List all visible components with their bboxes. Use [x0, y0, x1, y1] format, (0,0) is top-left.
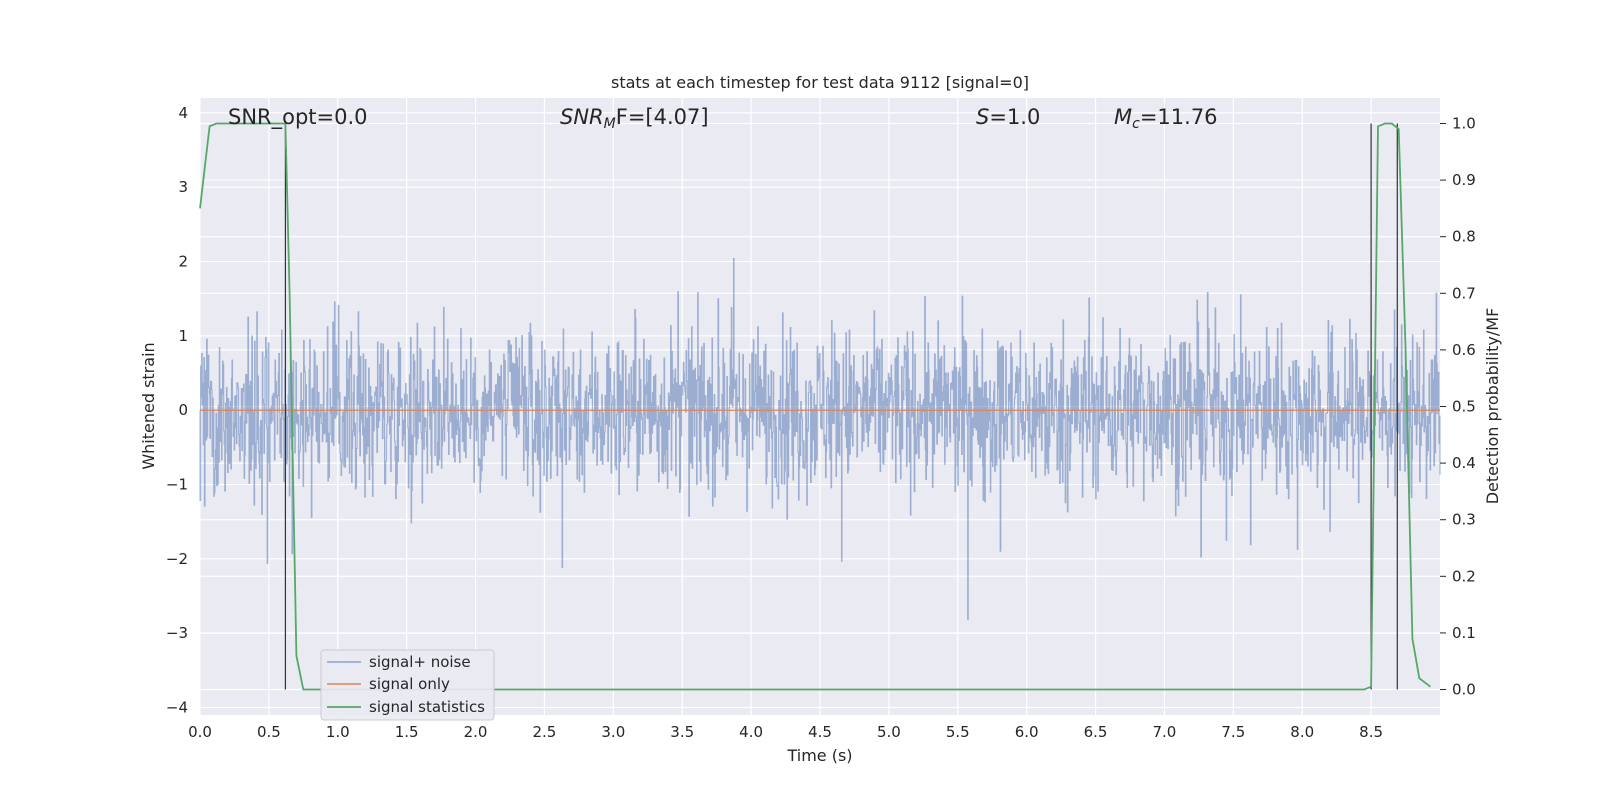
annotation-mc-subscript: c: [1132, 116, 1140, 132]
y-tick-label-8: 4: [178, 104, 188, 122]
annotation-snr-mf-symbol: SNR: [560, 105, 604, 129]
legend-label-signal-statistics: signal statistics: [369, 698, 485, 716]
legend: signal+ noise signal only signal statist…: [320, 649, 495, 721]
x-tick-label-12: 6.0: [1015, 723, 1039, 741]
y-tick-label-5: 1: [178, 327, 188, 345]
y-tick-label-0: −4: [166, 699, 188, 717]
y-tick-label-1: −3: [166, 624, 188, 642]
x-tick-label-10: 5.0: [877, 723, 901, 741]
y-tick-label-6: 2: [178, 253, 188, 271]
x-tick-label-15: 7.5: [1221, 723, 1245, 741]
x-tick-label-2: 1.0: [326, 723, 350, 741]
legend-box: [320, 649, 495, 721]
x-tick-label-11: 5.5: [946, 723, 970, 741]
annotation-snr-mf-value: F=[4.07]: [616, 105, 709, 129]
y2-tick-label-4: 0.4: [1452, 454, 1476, 472]
annotation-snr-mf: SNRMF=[4.07]: [560, 105, 709, 132]
annotation-s-value: =1.0: [989, 105, 1040, 129]
y-tick-label-7: 3: [178, 178, 188, 196]
annotation-s-symbol: S: [976, 105, 989, 129]
series-signal-statistics: [199, 122, 1431, 691]
annotation-mc-symbol: M: [1114, 105, 1132, 129]
y-tick-label-3: −1: [166, 476, 188, 494]
x-tick-label-8: 4.0: [739, 723, 763, 741]
x-tick-label-17: 8.5: [1359, 723, 1383, 741]
x-tick-label-1: 0.5: [257, 723, 281, 741]
x-tick-label-3: 1.5: [395, 723, 419, 741]
x-tick-label-6: 3.0: [601, 723, 625, 741]
annotation-snr-opt: SNR_opt=0.0: [228, 105, 368, 130]
y-tick-label-2: −2: [166, 550, 188, 568]
x-tick-label-0: 0.0: [188, 723, 212, 741]
y2-tick-label-5: 0.5: [1452, 398, 1476, 416]
x-tick-label-13: 6.5: [1084, 723, 1108, 741]
y2-tick-label-2: 0.2: [1452, 567, 1476, 585]
y2-tick-label-9: 0.9: [1452, 171, 1476, 189]
annotation-mc: Mc=11.76: [1114, 105, 1218, 132]
annotation-mc-value: =11.76: [1140, 105, 1218, 129]
y2-tick-label-3: 0.3: [1452, 511, 1476, 529]
x-tick-label-16: 8.0: [1290, 723, 1314, 741]
y2-tick-label-1: 0.1: [1452, 624, 1476, 642]
y2-axis-label: Detection probability/MF: [1483, 308, 1502, 505]
x-tick-label-9: 4.5: [808, 723, 832, 741]
annotation-s: S=1.0: [976, 105, 1040, 129]
legend-label-signal-plus-noise: signal+ noise: [369, 653, 471, 671]
y-tick-label-4: 0: [178, 401, 188, 419]
legend-label-signal-only: signal only: [369, 675, 450, 693]
y2-tick-label-0: 0.0: [1452, 681, 1476, 699]
y2-tick-label-7: 0.7: [1452, 284, 1476, 302]
x-axis-ticks: 0.0 0.5 1.0 1.5 2.0 2.5 3.0 3.5 4.0 4.5 5.0 5.5 6.0 6…: [188, 723, 1383, 741]
y-axis-ticks: −4 −3 −2 −1 0 1 2 3 4: [166, 104, 188, 717]
x-tick-label-4: 2.0: [464, 723, 488, 741]
x-tick-label-7: 3.5: [670, 723, 694, 741]
annotation-snr-mf-subscript: M: [604, 116, 616, 132]
y2-tick-label-10: 1.0: [1452, 114, 1476, 132]
x-tick-label-5: 2.5: [533, 723, 557, 741]
y2-axis-ticks: 0.0 0.1 0.2 0.3 0.4 0.5 0.6 0.7 0.8 0.9 1.0: [1440, 114, 1476, 699]
y-axis-label: Whitened strain: [139, 342, 158, 469]
x-axis-label: Time (s): [786, 746, 852, 765]
x-tick-label-14: 7.0: [1153, 723, 1177, 741]
vertical-markers: [284, 123, 1398, 690]
noise-trace: [199, 258, 1441, 620]
chart-title: stats at each timestep for test data 911…: [611, 73, 1029, 92]
series-signal-plus-noise: [199, 258, 1441, 620]
y2-tick-label-8: 0.8: [1452, 228, 1476, 246]
y2-tick-label-6: 0.6: [1452, 341, 1476, 359]
